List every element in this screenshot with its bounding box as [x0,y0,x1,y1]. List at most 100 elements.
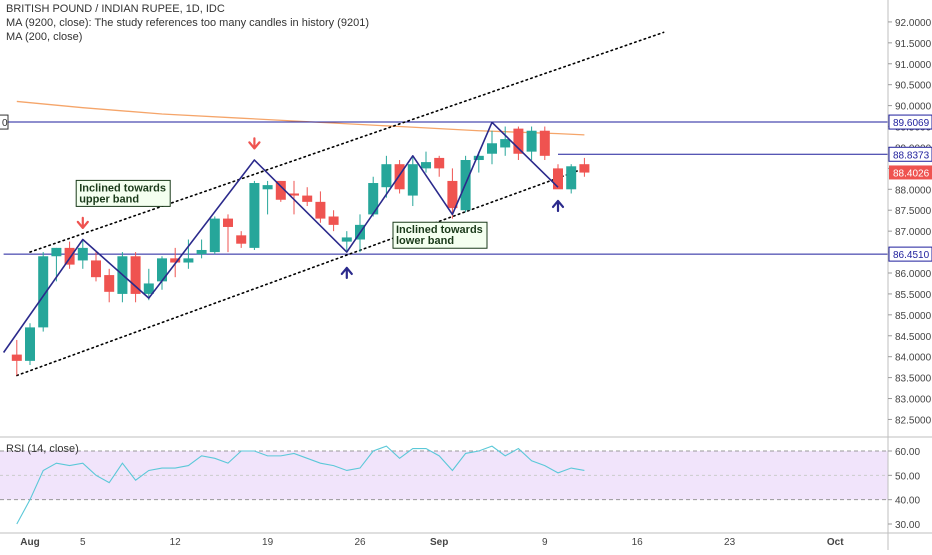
last-price-badge [889,165,932,180]
price-level-badge [888,146,932,162]
x-tick-label: 16 [632,537,644,548]
price-level-label: 86.4510 [893,250,930,261]
candle-body [223,218,233,227]
candle-body [209,218,220,253]
annotation-text: lower band [396,235,454,247]
candle-body [487,143,497,154]
candle-up [209,216,220,255]
candle-body [407,164,418,196]
y-tick-label: 85.5000 [895,290,932,301]
candle-up [500,126,511,156]
candle-body [447,180,458,209]
candle-down [302,187,313,207]
candle-up [157,256,167,290]
candle-body [143,283,154,294]
candle-body [526,130,537,152]
candle-body [289,193,299,196]
x-tick-label: 26 [354,537,366,548]
candle-body [91,260,101,278]
candle-down [64,241,75,269]
candle-down [539,126,550,161]
candle-body [77,247,88,261]
candle-up [38,252,49,332]
arrow-up-icon [340,266,353,279]
candle-body [421,162,431,169]
candle-up [249,180,260,250]
y-tick-label: 83.5000 [895,374,932,385]
candle-body [579,164,590,173]
arrow-up-icon [551,199,565,213]
candle-body [157,258,167,282]
y-tick-label: 85.0000 [895,311,932,322]
candle-down [275,180,286,202]
candle-body [249,183,260,248]
channel-lower-line [15,167,586,377]
candle-down [130,252,141,303]
candle-body [130,256,141,294]
rsi-line [16,445,585,525]
y-tick-label: 90.0000 [895,102,932,113]
x-tick-label: Sep [430,537,448,548]
annotation-text: Inclined towards [79,182,166,194]
candle-down [553,164,563,190]
y-tick-label: 88.0000 [895,185,932,196]
candle-body [275,180,286,200]
candle-body [25,327,35,361]
candle-up [473,151,484,173]
rsi-tick-label: 60.00 [895,447,920,458]
y-tick-label: 87.0000 [895,227,932,238]
candle-body [302,195,313,202]
candle-body [183,258,194,263]
candle-body [170,258,181,263]
y-tick-label: 84.5000 [895,332,932,343]
candle-up [487,130,497,165]
x-tick-label: 19 [262,537,274,548]
left-edge-label: 0 [2,118,8,129]
candle-body [394,164,405,190]
candle-body [368,183,379,215]
candle-body [566,166,577,190]
candle-up [196,239,207,259]
candle-down [315,191,326,223]
candle-down [236,231,247,248]
candle-down [289,180,299,215]
candle-down [579,157,590,177]
annotation-box [75,179,171,207]
candle-down [447,168,458,219]
candle-up [381,155,392,198]
y-tick-label: 91.5000 [895,39,932,50]
candle-down [223,214,233,253]
candle-body [553,168,563,190]
candle-up [25,323,35,366]
x-tick-label: Oct [827,537,844,548]
candle-body [38,256,49,328]
candle-up [143,268,154,301]
candle-body [434,157,445,169]
annotation-text: Inclined towards [396,224,483,236]
candle-body [381,164,392,188]
candle-body [539,130,550,156]
y-tick-label: 87.5000 [895,206,932,217]
x-tick-label: 12 [170,537,182,548]
candle-down [91,252,101,282]
chart-legend: BRITISH POUND / INDIAN RUPEE, 1D, IDC MA… [6,2,369,44]
y-tick-label: 83.0000 [895,395,932,406]
y-tick-label: 86.0000 [895,269,932,280]
zigzag-pattern-line [2,121,559,353]
y-tick-label: 91.0000 [895,60,932,71]
rsi-tick-label: 50.00 [895,471,920,482]
y-tick-label: 90.5000 [895,81,932,92]
candle-body [473,155,484,161]
candle-up [183,239,194,269]
x-tick-label: 5 [80,537,86,548]
rsi-legend: RSI (14, close) [6,443,79,455]
candle-body [328,216,339,225]
candle-up [368,176,379,217]
price-level-badge [888,246,932,262]
candle-body [500,139,511,148]
y-tick-label: 82.5000 [895,415,932,426]
